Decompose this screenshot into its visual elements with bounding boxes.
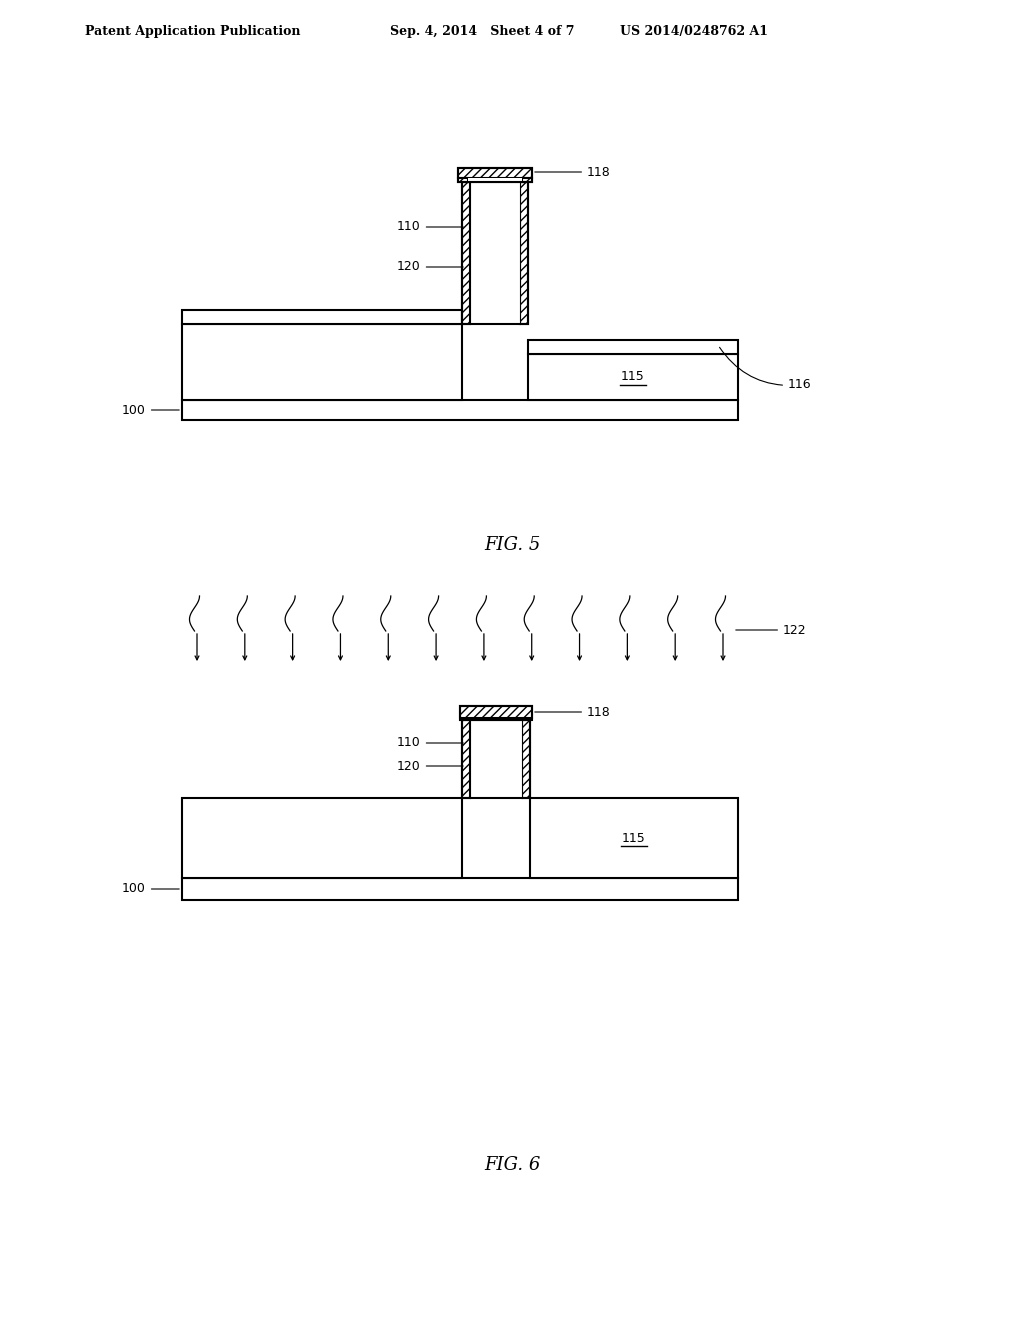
Text: Sep. 4, 2014   Sheet 4 of 7: Sep. 4, 2014 Sheet 4 of 7 <box>390 25 574 38</box>
Bar <box>470 182 520 323</box>
Bar <box>462 719 530 799</box>
Bar <box>520 182 528 323</box>
Bar <box>522 178 532 182</box>
Text: 116: 116 <box>720 347 812 392</box>
Text: FIG. 5: FIG. 5 <box>483 536 541 554</box>
Bar <box>458 168 532 182</box>
Bar <box>182 400 738 420</box>
Text: 120: 120 <box>397 759 463 772</box>
Text: 100: 100 <box>122 883 179 895</box>
Bar <box>182 878 738 900</box>
Bar <box>462 719 470 799</box>
Bar <box>528 341 738 354</box>
Text: US 2014/0248762 A1: US 2014/0248762 A1 <box>620 25 768 38</box>
Bar <box>468 178 522 182</box>
Text: 118: 118 <box>535 705 610 718</box>
Text: FIG. 6: FIG. 6 <box>483 1156 541 1173</box>
Text: 100: 100 <box>122 404 179 417</box>
Bar <box>462 182 470 323</box>
Bar <box>182 323 462 400</box>
Bar <box>462 182 528 323</box>
Text: 110: 110 <box>397 737 463 750</box>
Bar <box>460 706 532 719</box>
Bar <box>528 354 738 400</box>
Text: Patent Application Publication: Patent Application Publication <box>85 25 300 38</box>
Bar <box>470 719 522 799</box>
Bar <box>460 706 532 718</box>
Bar <box>458 168 532 178</box>
Bar <box>522 719 530 799</box>
Text: 115: 115 <box>623 832 646 845</box>
Text: 118: 118 <box>535 165 610 178</box>
Bar <box>182 799 462 878</box>
Text: 110: 110 <box>397 220 463 234</box>
Bar <box>458 178 468 182</box>
Text: 115: 115 <box>622 371 645 384</box>
Bar <box>530 799 738 878</box>
Text: 122: 122 <box>736 623 807 636</box>
Bar <box>182 310 462 323</box>
Text: 120: 120 <box>397 260 463 273</box>
